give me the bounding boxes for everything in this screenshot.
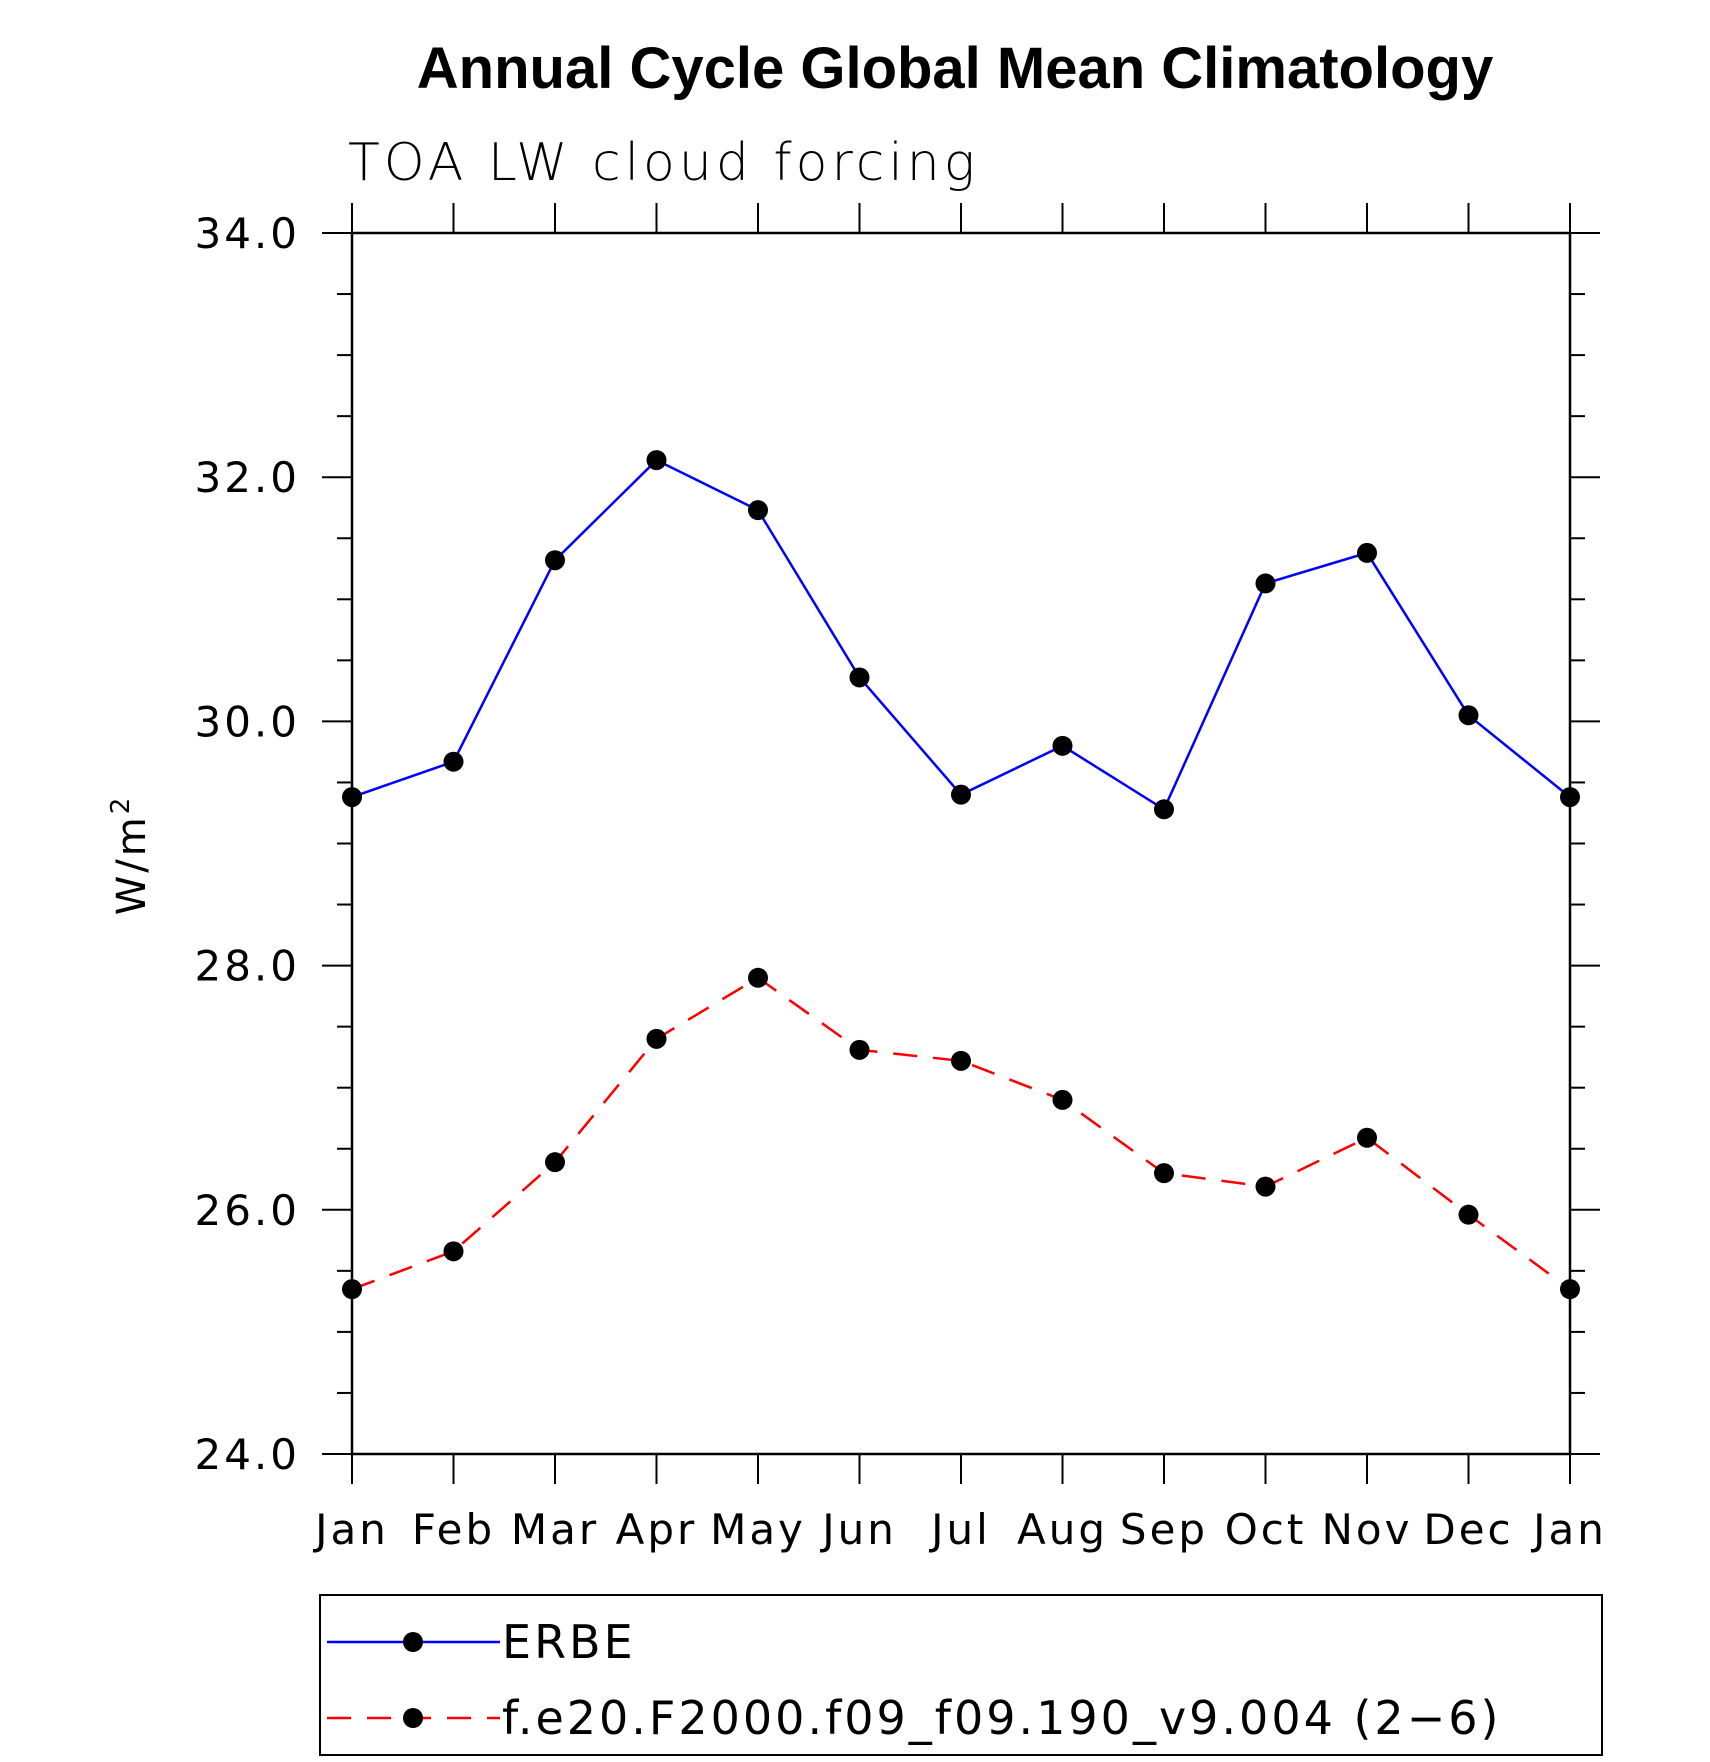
data-point (545, 550, 565, 571)
data-point (1458, 1204, 1479, 1225)
x-tick-label: Sep (1120, 1505, 1208, 1554)
axes: 24.0 26.0 28.0 30.0 32.0 34.0 Jan Feb Mar Apr May J… (194, 203, 1607, 1554)
legend-label: f.e20.F2000.f09_f09.190_v9.004 (2−6) (502, 1691, 1501, 1745)
legend-box (319, 1594, 1603, 1756)
x-tick-label: Oct (1225, 1505, 1307, 1554)
data-point (1357, 1127, 1377, 1148)
legend-marker (403, 1632, 423, 1652)
data-point (849, 667, 870, 688)
series-line (351, 458, 1571, 812)
x-tick-label: Jan (1530, 1505, 1607, 1554)
y-tick-label: 30.0 (194, 697, 300, 746)
data-point (849, 1039, 870, 1060)
y-tick-label: 32.0 (194, 453, 300, 502)
y-axis-label-text: W/m (109, 814, 155, 915)
plot-frame (350, 231, 1572, 1456)
data-point (646, 450, 667, 471)
data-point (1357, 542, 1377, 563)
x-tick-label: Feb (412, 1505, 495, 1554)
x-tick-label: Jun (819, 1505, 897, 1554)
data-point (748, 967, 768, 988)
x-tick-label: May (710, 1505, 806, 1554)
data-point (1458, 705, 1479, 726)
x-tick-label: Apr (616, 1505, 698, 1554)
legend: ERBE f.e20.F2000.f09_f09.190_v9.004 (2−6) (319, 1594, 1603, 1756)
data-point (443, 1241, 464, 1262)
chart-subtitle: TOA LW cloud forcing (348, 133, 979, 193)
data-point (1560, 1279, 1580, 1300)
data-point (443, 751, 464, 772)
legend-item-1: ERBE (327, 1615, 636, 1669)
data-point (646, 1028, 667, 1049)
y-tick-label: 24.0 (194, 1430, 300, 1479)
data-point (1255, 1176, 1276, 1197)
series-1 (342, 450, 1580, 820)
data-point (545, 1152, 565, 1173)
x-tick-label: Jan (312, 1505, 389, 1554)
data-point (1052, 1089, 1073, 1110)
data-point (1560, 787, 1580, 808)
y-tick-label: 34.0 (194, 209, 300, 258)
legend-marker (403, 1708, 423, 1728)
data-point (951, 1050, 971, 1071)
x-tick-label: Jul (928, 1505, 991, 1554)
chart-title: Annual Cycle Global Mean Climatology (417, 36, 1493, 101)
data-point (1052, 735, 1073, 756)
x-tick-label: Mar (511, 1505, 599, 1554)
data-point (748, 500, 768, 521)
data-point (1154, 799, 1174, 820)
series-line (351, 976, 1571, 1291)
data-point (1154, 1163, 1174, 1184)
data-point (951, 784, 971, 805)
y-axis-label-superscript: 2 (106, 795, 136, 815)
legend-label: ERBE (502, 1615, 636, 1669)
data-point (342, 787, 362, 808)
data-point (1255, 573, 1276, 594)
data-point (342, 1279, 362, 1300)
x-tick-label: Nov (1322, 1505, 1413, 1554)
x-tick-label: Aug (1017, 1505, 1108, 1554)
legend-item-2: f.e20.F2000.f09_f09.190_v9.004 (2−6) (327, 1691, 1501, 1745)
svg-text:W/m2: W/m2 (106, 795, 155, 916)
y-tick-label: 26.0 (194, 1186, 300, 1235)
x-tick-label: Dec (1423, 1505, 1513, 1554)
series-layer (342, 450, 1580, 1300)
y-tick-label: 28.0 (194, 942, 300, 991)
series-2 (342, 967, 1580, 1300)
y-axis-label: W/m2 (106, 795, 155, 916)
